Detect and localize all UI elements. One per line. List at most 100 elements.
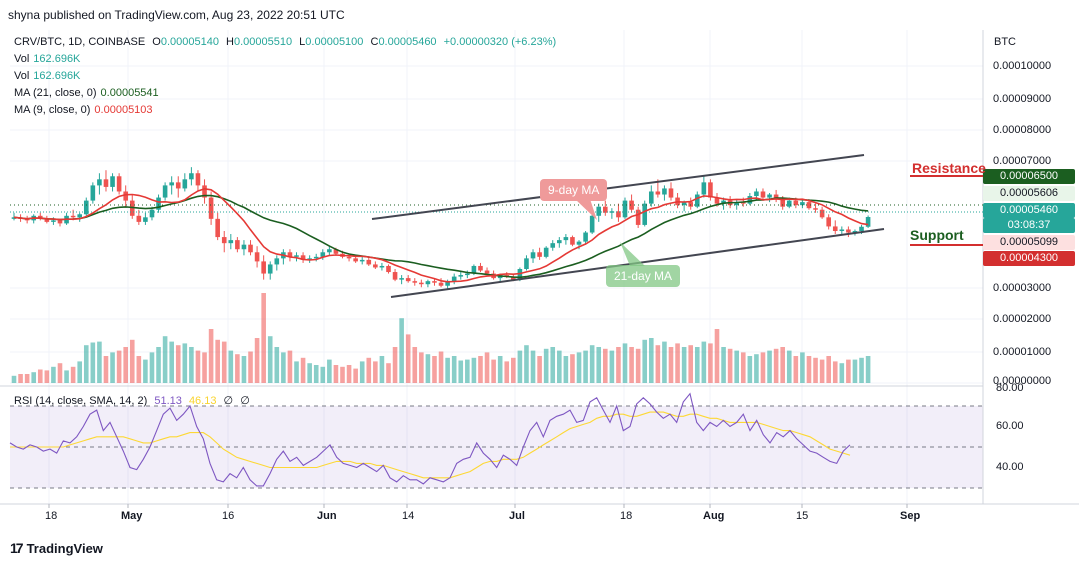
- volume-bar: [57, 363, 63, 383]
- time-label: Jun: [317, 510, 337, 522]
- ma21-callout[interactable]: 21-day MA: [606, 265, 681, 287]
- volume-bar: [754, 354, 759, 383]
- ma21-value: 0.00005541: [100, 87, 159, 99]
- volume-bar: [603, 348, 608, 383]
- candle-body: [162, 185, 168, 198]
- price-tick: 0.00003000: [993, 282, 1052, 294]
- volume-bar: [484, 352, 490, 383]
- volume-bar: [616, 347, 621, 383]
- price-tick: 0.00002000: [993, 313, 1052, 325]
- candle-body: [44, 218, 50, 222]
- candle-body: [366, 259, 372, 265]
- volume-bar: [300, 357, 306, 383]
- candle-body: [800, 202, 805, 206]
- candle-body: [668, 188, 674, 198]
- candle-body: [511, 276, 516, 280]
- volume-bar: [51, 366, 56, 383]
- candle-body: [307, 258, 312, 260]
- candle-body: [767, 194, 772, 198]
- candle-body: [189, 173, 194, 180]
- volume-bar: [708, 343, 713, 383]
- volume-bar: [274, 347, 280, 383]
- volume-bar: [31, 372, 37, 383]
- candle-body: [451, 276, 457, 282]
- symbol-label[interactable]: CRV/BTC, 1D, COINBASE: [14, 36, 146, 48]
- volume-bar: [813, 357, 818, 383]
- ma9-value: 0.00005103: [94, 104, 153, 116]
- volume-bar: [307, 363, 312, 383]
- candle-body: [143, 217, 148, 222]
- time-label: 18: [620, 510, 633, 522]
- candle-body: [603, 206, 608, 213]
- volume-bar: [116, 350, 122, 383]
- tradingview-logo-icon: 17: [10, 540, 24, 556]
- price-tick: 0.00007000: [993, 155, 1052, 167]
- candle-body: [826, 217, 831, 227]
- volume-bar: [563, 356, 569, 383]
- tradingview-brand: TradingView: [26, 540, 103, 556]
- candle-body: [846, 229, 851, 233]
- candle-body: [740, 202, 746, 204]
- volume-bar: [688, 345, 694, 383]
- upper-trendline[interactable]: [371, 154, 865, 220]
- candle-body: [642, 203, 648, 225]
- volume-bar: [267, 336, 273, 383]
- candle-body: [524, 258, 529, 269]
- volume-bar: [740, 352, 746, 383]
- price-tick: 0.00000000: [993, 375, 1052, 387]
- candle-body: [793, 200, 799, 206]
- volume-label: Vol: [14, 53, 30, 65]
- candle-body: [432, 281, 437, 283]
- candle-body: [294, 255, 299, 257]
- candle-body: [83, 200, 89, 215]
- volume-bar: [136, 356, 142, 383]
- volume-bar: [497, 356, 503, 383]
- volume-bar: [583, 350, 588, 383]
- candle-body: [70, 215, 76, 218]
- volume-bar: [451, 356, 457, 383]
- candle-body: [557, 240, 562, 244]
- volume-bar: [550, 347, 556, 383]
- volume-bar: [734, 350, 739, 383]
- volume-bar: [373, 361, 378, 383]
- candle-body: [813, 208, 818, 210]
- ma21-legend[interactable]: MA (21, close, 0) 0.00005541: [14, 87, 163, 99]
- volume-bar: [596, 347, 602, 383]
- volume-bar: [662, 341, 667, 383]
- volume-legend-1[interactable]: Vol 162.696K: [14, 53, 84, 65]
- rsi-sma-value: 46.13: [188, 395, 217, 407]
- candle-body: [182, 179, 188, 189]
- rsi-legend[interactable]: RSI (14, close, SMA, 14, 2) 51.13 46.13 …: [14, 394, 254, 407]
- candle-body: [681, 202, 687, 206]
- volume-bar: [826, 356, 831, 383]
- volume-bar: [846, 359, 851, 383]
- tradingview-logo[interactable]: 17 TradingView: [10, 540, 103, 556]
- volume-bar: [438, 351, 444, 383]
- ma9-callout[interactable]: 9-day MA: [540, 179, 608, 201]
- candle-body: [760, 191, 766, 198]
- volume-bar: [445, 357, 450, 383]
- candle-body: [819, 209, 825, 218]
- candle-body: [419, 282, 424, 285]
- rsi-empty-1: ∅: [223, 395, 234, 407]
- volume-bar: [458, 360, 464, 383]
- volume-bar: [44, 370, 50, 383]
- volume-bar: [405, 334, 411, 383]
- candle-body: [300, 255, 306, 260]
- volume-bar: [208, 329, 214, 383]
- candle-body: [471, 265, 477, 274]
- ma21-badge: 0.00005606: [983, 186, 1075, 201]
- volume-bar: [576, 352, 582, 383]
- candle-body: [261, 261, 266, 274]
- volume-bar: [221, 341, 227, 383]
- volume-legend-2[interactable]: Vol 162.696K: [14, 70, 84, 82]
- candle-body: [458, 275, 464, 277]
- volume-bar: [635, 348, 641, 383]
- candle-body: [701, 182, 707, 195]
- volume-bar: [169, 341, 174, 383]
- volume-bar: [353, 368, 358, 383]
- candle-body: [386, 265, 391, 273]
- ma9-legend[interactable]: MA (9, close, 0) 0.00005103: [14, 104, 157, 116]
- volume-bar: [504, 361, 510, 383]
